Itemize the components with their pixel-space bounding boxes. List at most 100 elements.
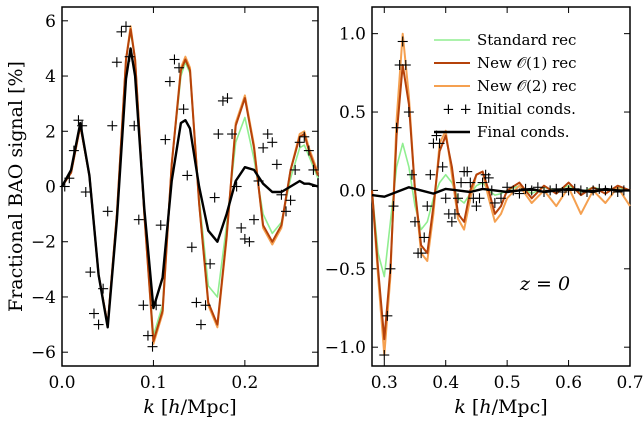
initial-conds-marker xyxy=(121,21,131,32)
initial-conds-marker xyxy=(142,330,153,341)
y-tick-label: 0 xyxy=(45,178,56,198)
x-tick-label: 0.4 xyxy=(432,373,459,393)
x-tick-label: 0.5 xyxy=(494,373,521,393)
initial-conds-marker xyxy=(486,185,497,196)
initial-conds-marker xyxy=(281,206,291,217)
initial-conds-marker xyxy=(477,177,488,188)
initial-conds-marker xyxy=(532,182,543,193)
y-tick-label: 2 xyxy=(45,122,56,142)
initial-conds-marker xyxy=(107,120,118,131)
initial-conds-marker xyxy=(514,188,525,199)
legend-entry-final: Final conds. xyxy=(434,123,570,141)
right-ticks: 0.3 0.4 0.5 0.6 0.7 −1.0 −0.5 0.0 0.5 1.0 xyxy=(325,7,643,393)
initial-conds-marker xyxy=(434,138,445,149)
initial-conds-marker xyxy=(385,263,396,274)
initial-conds-marker xyxy=(526,185,537,196)
initial-conds-marker xyxy=(299,131,310,142)
x-tick-label: 0.0 xyxy=(48,373,75,393)
initial-conds-marker xyxy=(440,193,451,204)
initial-conds-marker xyxy=(285,195,296,206)
initial-conds-marker xyxy=(186,242,197,253)
initial-conds-marker xyxy=(588,185,599,196)
initial-conds-marker xyxy=(508,185,519,196)
initial-conds-marker xyxy=(406,169,417,180)
initial-conds-marker xyxy=(182,170,193,181)
left-ticks: 0.0 0.1 0.2 −6 −4 −2 0 2 4 6 xyxy=(31,7,318,393)
y-tick-label: 1.0 xyxy=(339,25,366,45)
legend-label: New 𝒪(1) rec xyxy=(477,54,577,72)
initial-conds-marker xyxy=(594,183,605,194)
left-panel: 0.0 0.1 0.2 −6 −4 −2 0 2 4 6 Fractional BAO signa… xyxy=(5,6,319,418)
legend-label: Initial conds. xyxy=(477,100,576,118)
legend-label: New 𝒪(2) rec xyxy=(477,77,577,95)
initial-conds-marker xyxy=(133,214,144,225)
initial-conds-marker xyxy=(249,214,259,225)
x-tick-label: 0.3 xyxy=(371,373,398,393)
initial-conds-marker xyxy=(446,216,457,227)
y-tick-label: 0.0 xyxy=(339,181,366,201)
initial-conds-marker xyxy=(151,300,162,311)
initial-conds-marker xyxy=(213,129,224,140)
initial-conds-marker xyxy=(471,201,482,212)
initial-conds-marker xyxy=(244,236,255,247)
initial-conds-marker xyxy=(618,185,629,196)
initial-conds-marker xyxy=(416,248,427,259)
right-panel: 0.3 0.4 0.5 0.6 0.7 −1.0 −0.5 0.0 0.5 1.0 k [h/Mp… xyxy=(325,6,643,418)
initial-conds-marker xyxy=(606,185,617,196)
initial-conds-marker xyxy=(539,186,549,197)
left-x-axis-label: k [h/Mpc] xyxy=(143,396,236,418)
initial-conds-marker xyxy=(303,145,314,156)
initial-conds-marker xyxy=(569,183,580,194)
y-tick-label: −0.5 xyxy=(325,260,366,280)
initial-conds-marker xyxy=(231,181,242,192)
left-series xyxy=(59,21,319,352)
initial-conds-marker xyxy=(129,120,140,131)
initial-conds-marker xyxy=(155,220,166,231)
initial-conds-marker xyxy=(276,189,287,200)
initial-conds-marker xyxy=(437,161,448,172)
initial-conds-marker xyxy=(253,175,264,186)
initial-conds-marker xyxy=(147,341,158,352)
y-tick-label: −4 xyxy=(31,288,56,308)
legend-entry-new2: New 𝒪(2) rec xyxy=(434,77,577,95)
initial-conds-marker xyxy=(222,93,233,104)
initial-conds-marker xyxy=(474,193,485,204)
right-series xyxy=(371,32,631,361)
initial-conds-marker xyxy=(102,206,113,217)
initial-conds-marker xyxy=(200,300,211,311)
x-tick-label: 0.6 xyxy=(555,373,582,393)
initial-conds-marker xyxy=(462,166,473,177)
initial-conds-marker xyxy=(267,137,278,148)
initial-conds-marker xyxy=(557,186,568,197)
initial-conds-marker xyxy=(258,142,269,153)
initial-conds-marker xyxy=(456,177,467,188)
legend: Standard rec New 𝒪(1) rec New 𝒪(2) rec + + I… xyxy=(434,31,577,141)
legend-entry-standard: Standard rec xyxy=(434,31,576,49)
y-tick-label: −1.0 xyxy=(325,338,366,358)
initial-conds-marker xyxy=(195,319,206,330)
initial-conds-marker xyxy=(294,137,305,148)
new1-series-line xyxy=(371,64,631,341)
initial-conds-marker xyxy=(138,300,149,311)
initial-conds-marker xyxy=(111,57,122,68)
initial-conds-marker xyxy=(575,185,586,196)
x-tick-label: 0.1 xyxy=(140,373,167,393)
final-series-line xyxy=(60,47,319,329)
y-tick-label: 6 xyxy=(45,12,56,32)
initial-conds-marker xyxy=(400,60,411,71)
right-x-axis-label: k [h/Mpc] xyxy=(454,396,547,418)
initial-conds-marker xyxy=(124,51,135,62)
initial-conds-marker xyxy=(85,267,96,278)
initial-conds-marker xyxy=(271,159,282,170)
initial-conds-marker xyxy=(382,310,393,321)
initial-conds-marker xyxy=(64,173,75,184)
initial-conds-marker xyxy=(169,54,180,65)
initial-conds-marker xyxy=(98,283,109,294)
initial-conds-marker xyxy=(425,169,436,180)
initial-conds-marker xyxy=(391,122,402,133)
initial-conds-marker xyxy=(419,232,430,243)
initial-conds-marker xyxy=(379,350,390,361)
y-tick-label: 4 xyxy=(45,67,56,87)
initial-conds-marker xyxy=(483,172,494,183)
